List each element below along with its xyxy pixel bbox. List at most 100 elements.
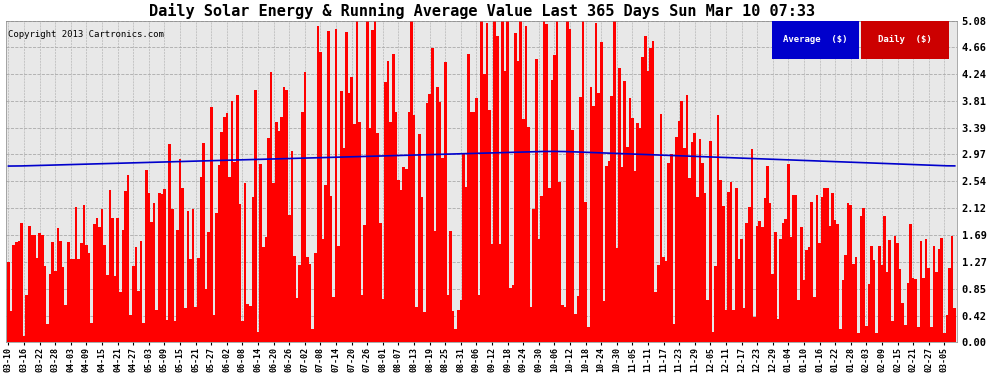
Bar (56, 228, 59, 342)
Bar (558, 182, 561, 342)
Bar (875, 333, 878, 342)
Bar (715, 266, 717, 342)
Bar (426, 103, 429, 342)
Bar (44, 266, 47, 342)
Bar (148, 193, 150, 342)
Bar (451, 310, 454, 342)
Bar (745, 223, 748, 342)
Bar (792, 195, 795, 342)
Bar (306, 257, 309, 342)
Bar (13, 245, 15, 342)
Bar (844, 255, 846, 342)
Bar (462, 153, 464, 342)
Bar (138, 291, 140, 342)
Bar (512, 285, 514, 342)
Bar (811, 202, 813, 342)
Bar (439, 102, 442, 342)
Bar (416, 307, 418, 342)
Bar (720, 180, 722, 342)
Bar (948, 267, 950, 342)
Bar (803, 280, 805, 342)
Bar (940, 238, 943, 342)
Bar (829, 226, 832, 342)
FancyBboxPatch shape (772, 21, 859, 59)
Bar (226, 113, 228, 342)
Bar (545, 24, 547, 342)
Bar (478, 295, 480, 342)
Bar (907, 284, 909, 342)
Bar (231, 101, 234, 342)
Bar (293, 256, 296, 342)
Bar (886, 273, 888, 342)
Bar (15, 242, 18, 342)
Bar (852, 264, 854, 342)
Bar (717, 115, 720, 342)
Bar (587, 327, 589, 342)
Bar (234, 162, 236, 342)
Bar (777, 319, 779, 342)
Bar (470, 112, 472, 342)
Bar (646, 71, 649, 342)
Bar (408, 112, 410, 342)
Bar (368, 128, 371, 342)
Bar (888, 240, 891, 342)
Bar (350, 76, 352, 342)
Bar (753, 317, 756, 342)
Title: Daily Solar Energy & Running Average Value Last 365 Days Sun Mar 10 07:33: Daily Solar Energy & Running Average Val… (148, 3, 815, 20)
Bar (34, 235, 36, 342)
Bar (860, 216, 862, 342)
Bar (867, 284, 870, 342)
Bar (902, 303, 904, 342)
Bar (267, 138, 269, 342)
Bar (405, 169, 408, 342)
Bar (840, 329, 842, 342)
Bar (712, 332, 715, 342)
Bar (483, 75, 485, 342)
Bar (346, 32, 347, 342)
Bar (675, 138, 678, 342)
Bar (491, 244, 493, 342)
Bar (122, 230, 124, 342)
Bar (343, 148, 346, 342)
Bar (741, 238, 742, 342)
Bar (736, 188, 738, 342)
Bar (603, 301, 605, 342)
Bar (925, 239, 928, 342)
Bar (449, 231, 451, 342)
Bar (704, 193, 707, 342)
Bar (444, 62, 446, 342)
Bar (857, 333, 860, 342)
Bar (779, 239, 782, 342)
Bar (51, 242, 54, 342)
Bar (158, 193, 160, 342)
Bar (730, 182, 733, 342)
Bar (683, 148, 686, 342)
Bar (221, 132, 223, 342)
Bar (621, 167, 624, 342)
Bar (384, 82, 387, 342)
Bar (488, 110, 491, 342)
Bar (530, 308, 533, 342)
Bar (165, 320, 168, 342)
Bar (192, 210, 194, 342)
Bar (657, 266, 659, 342)
Bar (520, 21, 522, 342)
Bar (680, 101, 683, 342)
Bar (202, 144, 205, 342)
Bar (31, 235, 34, 342)
Bar (200, 177, 202, 342)
Bar (304, 72, 306, 342)
Bar (392, 54, 395, 342)
Bar (301, 112, 304, 342)
Bar (397, 180, 400, 342)
Bar (670, 154, 672, 342)
Bar (85, 245, 88, 342)
Bar (709, 141, 712, 342)
Bar (171, 209, 173, 342)
Bar (197, 258, 200, 342)
Bar (618, 69, 621, 342)
Bar (771, 274, 774, 342)
Bar (454, 328, 457, 342)
Bar (213, 315, 215, 342)
Bar (582, 21, 584, 342)
